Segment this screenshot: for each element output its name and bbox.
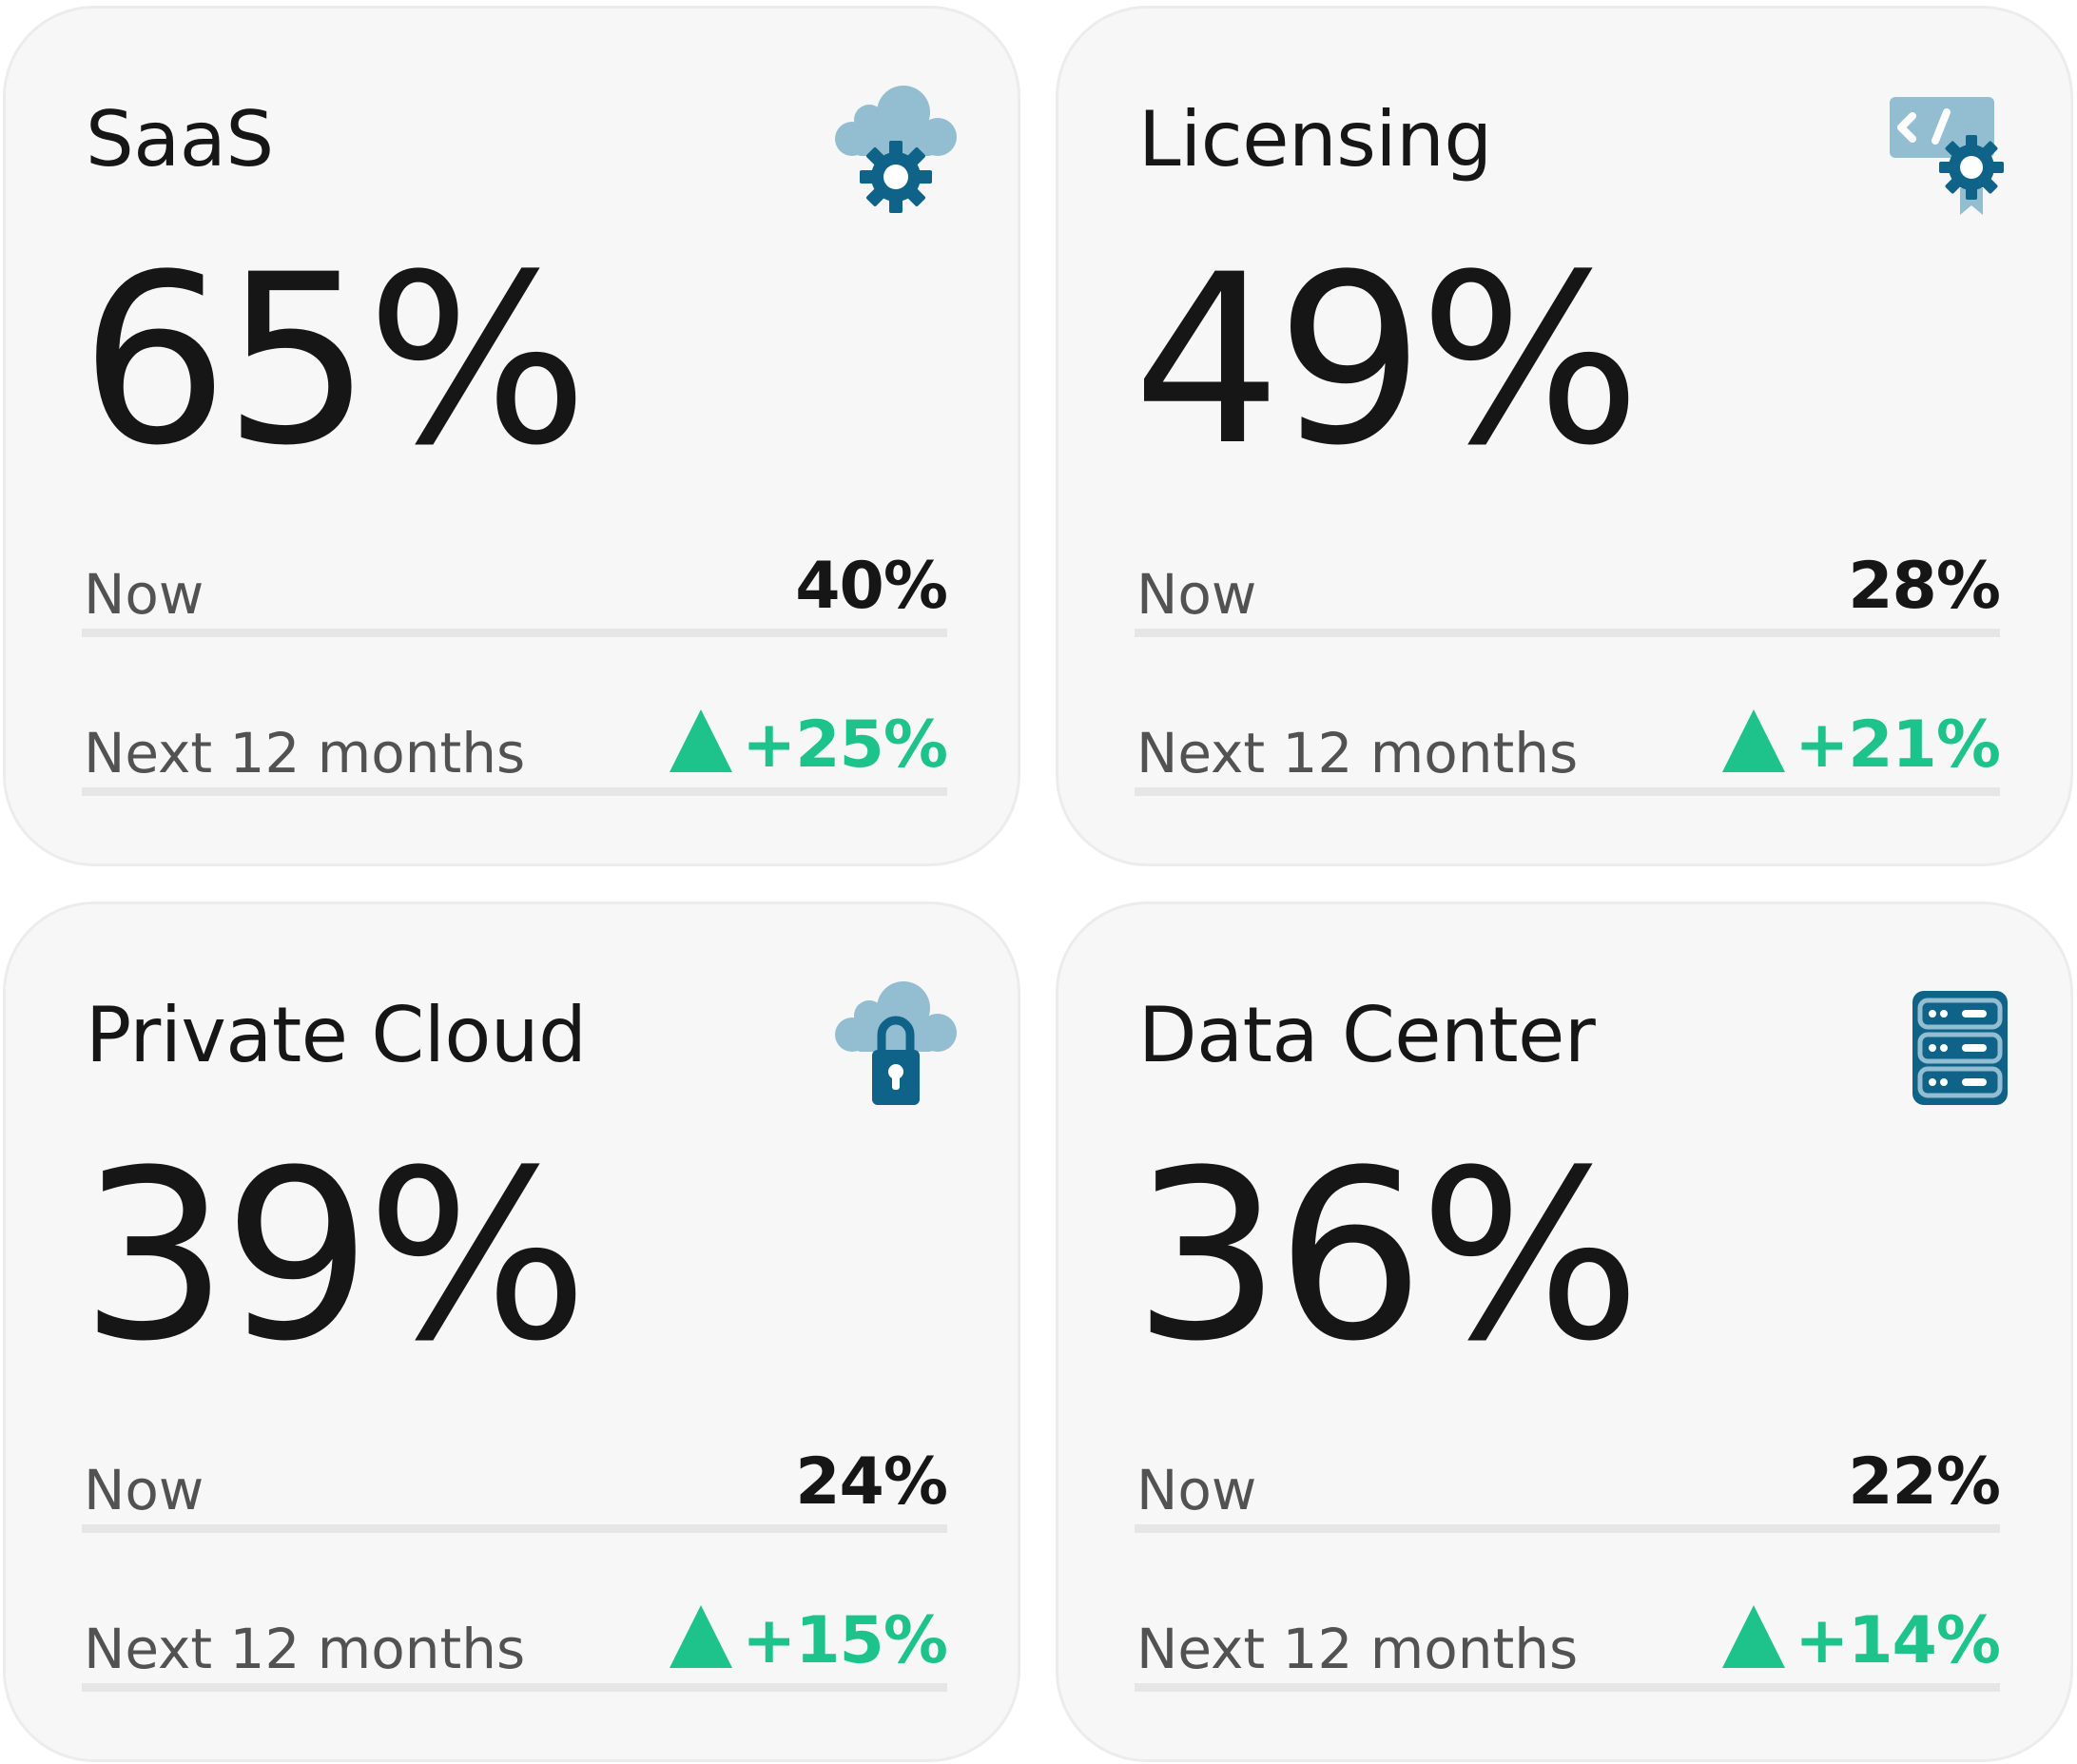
now-row: Now 40% xyxy=(82,549,948,637)
now-label: Now xyxy=(1136,562,1257,627)
now-value: 40% xyxy=(795,549,948,624)
server-rack-icon xyxy=(1882,979,2015,1113)
cloud-lock-icon xyxy=(829,979,962,1113)
now-row: Now 28% xyxy=(1135,549,2001,637)
trend-up-icon xyxy=(1722,1605,1785,1668)
trend-up-icon xyxy=(1722,709,1785,772)
forecast-percentage: 65% xyxy=(80,225,589,497)
private-cloud-card: Private Cloud 39% Now 24% Next 12 months… xyxy=(3,901,1020,1762)
data-center-card: Data Center 36% Now 22% Next 12 months +… xyxy=(1056,901,2073,1762)
now-value: 22% xyxy=(1848,1444,2001,1520)
next-12-months-label: Next 12 months xyxy=(1136,721,1579,785)
cloud-gear-icon xyxy=(829,84,962,217)
forecast-percentage: 49% xyxy=(1133,225,1641,497)
now-row: Now 24% xyxy=(82,1444,948,1533)
now-label: Now xyxy=(84,1458,204,1522)
saas-card: SaaS 65% Now 40% xyxy=(3,6,1020,866)
now-row: Now 22% xyxy=(1135,1444,2001,1533)
forecast-percentage: 36% xyxy=(1133,1121,1641,1393)
growth-value: +25% xyxy=(742,708,948,783)
card-title: Private Cloud xyxy=(86,991,587,1079)
next-12-months-row: Next 12 months +15% xyxy=(82,1603,948,1692)
next-12-months-row: Next 12 months +14% xyxy=(1135,1603,2001,1692)
now-label: Now xyxy=(84,562,204,627)
growth-value: +15% xyxy=(742,1603,948,1678)
next-12-months-label: Next 12 months xyxy=(1136,1617,1579,1681)
now-label: Now xyxy=(1136,1458,1257,1522)
growth-value: +14% xyxy=(1795,1603,2001,1678)
next-12-months-label: Next 12 months xyxy=(84,721,526,785)
growth-value: +21% xyxy=(1795,708,2001,783)
trend-up-icon xyxy=(670,1605,732,1668)
now-value: 24% xyxy=(795,1444,948,1520)
forecast-percentage: 39% xyxy=(80,1121,589,1393)
next-12-months-row: Next 12 months +21% xyxy=(1135,708,2001,796)
next-12-months-label: Next 12 months xyxy=(84,1617,526,1681)
now-value: 28% xyxy=(1848,549,2001,624)
code-certificate-icon xyxy=(1882,84,2015,217)
card-title: SaaS xyxy=(86,95,274,184)
licensing-card: Licensing 49% Now 28% xyxy=(1056,6,2073,866)
card-title: Data Center xyxy=(1138,991,1596,1079)
trend-up-icon xyxy=(670,709,732,772)
card-title: Licensing xyxy=(1138,95,1492,184)
next-12-months-row: Next 12 months +25% xyxy=(82,708,948,796)
